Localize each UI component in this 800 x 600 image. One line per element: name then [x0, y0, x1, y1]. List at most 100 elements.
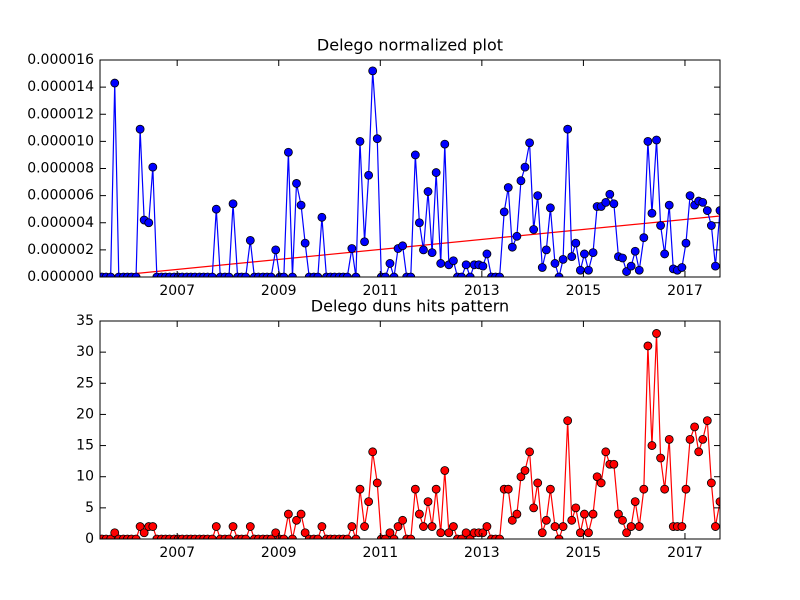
x-tick-label: 2011: [362, 545, 398, 561]
marker: [529, 225, 539, 234]
marker: [110, 78, 120, 88]
marker: [245, 522, 255, 531]
marker: [342, 272, 352, 277]
x-tick-label: 2015: [566, 545, 602, 561]
trend-line: [100, 215, 720, 277]
marker: [347, 522, 357, 531]
marker: [588, 248, 598, 257]
marker: [571, 238, 581, 248]
marker: [554, 272, 564, 277]
marker: [571, 503, 581, 513]
marker: [660, 484, 670, 494]
marker: [211, 204, 221, 214]
marker: [385, 528, 395, 538]
marker: [271, 528, 281, 538]
y-tick-label: 0.000012: [27, 106, 94, 122]
marker: [380, 272, 390, 277]
marker: [558, 522, 568, 531]
marker: [372, 478, 382, 488]
marker: [533, 478, 543, 488]
marker: [300, 238, 310, 248]
marker: [457, 272, 466, 277]
marker: [283, 509, 293, 519]
marker: [546, 484, 555, 494]
x-tick-label: 2017: [667, 283, 703, 299]
marker: [406, 272, 416, 277]
marker: [698, 198, 708, 207]
marker: [148, 162, 158, 172]
marker: [664, 434, 674, 444]
marker: [618, 515, 627, 525]
marker: [279, 272, 289, 277]
y-tick-label: 0.000010: [27, 133, 94, 149]
marker: [389, 534, 399, 539]
marker: [605, 189, 615, 199]
marker: [431, 484, 441, 494]
marker: [360, 522, 369, 531]
marker: [630, 497, 640, 507]
marker: [702, 416, 712, 426]
marker: [342, 534, 352, 539]
marker: [512, 231, 522, 241]
marker: [296, 200, 306, 210]
marker: [592, 472, 602, 482]
marker: [618, 253, 627, 263]
x-tick-label: 2009: [261, 283, 297, 299]
marker: [355, 484, 365, 494]
marker: [423, 187, 433, 196]
marker: [228, 199, 238, 209]
marker: [224, 534, 234, 539]
marker: [207, 534, 217, 539]
marker: [110, 528, 120, 538]
marker: [423, 497, 433, 507]
marker: [482, 249, 492, 259]
marker: [503, 183, 513, 192]
y-tick-label: 35: [76, 313, 94, 329]
marker: [313, 534, 323, 539]
y-tick-label: 0.000006: [27, 188, 94, 204]
marker: [567, 515, 577, 525]
marker: [563, 416, 573, 426]
marker: [567, 252, 577, 262]
marker: [596, 478, 606, 488]
marker: [537, 528, 547, 538]
marker: [410, 484, 420, 494]
marker: [685, 191, 695, 201]
chart-title: Delego duns hits pattern: [311, 297, 509, 316]
marker: [224, 272, 234, 277]
marker: [414, 509, 424, 519]
marker: [541, 245, 551, 255]
marker: [266, 272, 276, 277]
marker: [715, 497, 720, 507]
marker: [351, 534, 361, 539]
marker: [478, 528, 488, 538]
marker: [711, 261, 720, 271]
marker: [419, 245, 428, 255]
marker: [313, 272, 323, 277]
marker: [478, 261, 488, 271]
marker: [584, 265, 593, 275]
y-tick-label: 0.000014: [27, 79, 94, 95]
x-tick-label: 2009: [261, 545, 297, 561]
x-tick-label: 2015: [566, 283, 602, 299]
marker: [588, 509, 598, 519]
marker: [368, 447, 378, 457]
marker: [271, 245, 281, 255]
marker: [546, 203, 555, 213]
marker: [698, 434, 708, 444]
y-tick-label: 10: [76, 469, 94, 485]
marker: [550, 522, 560, 531]
marker: [440, 139, 450, 149]
marker: [449, 522, 458, 531]
marker: [360, 237, 369, 247]
x-tick-label: 2013: [464, 545, 500, 561]
marker: [647, 208, 657, 218]
y-tick-label: 5: [85, 500, 94, 516]
marker: [507, 515, 517, 525]
marker: [131, 534, 141, 539]
marker: [685, 434, 695, 444]
marker: [554, 534, 564, 539]
marker: [139, 528, 149, 538]
marker: [288, 534, 297, 539]
